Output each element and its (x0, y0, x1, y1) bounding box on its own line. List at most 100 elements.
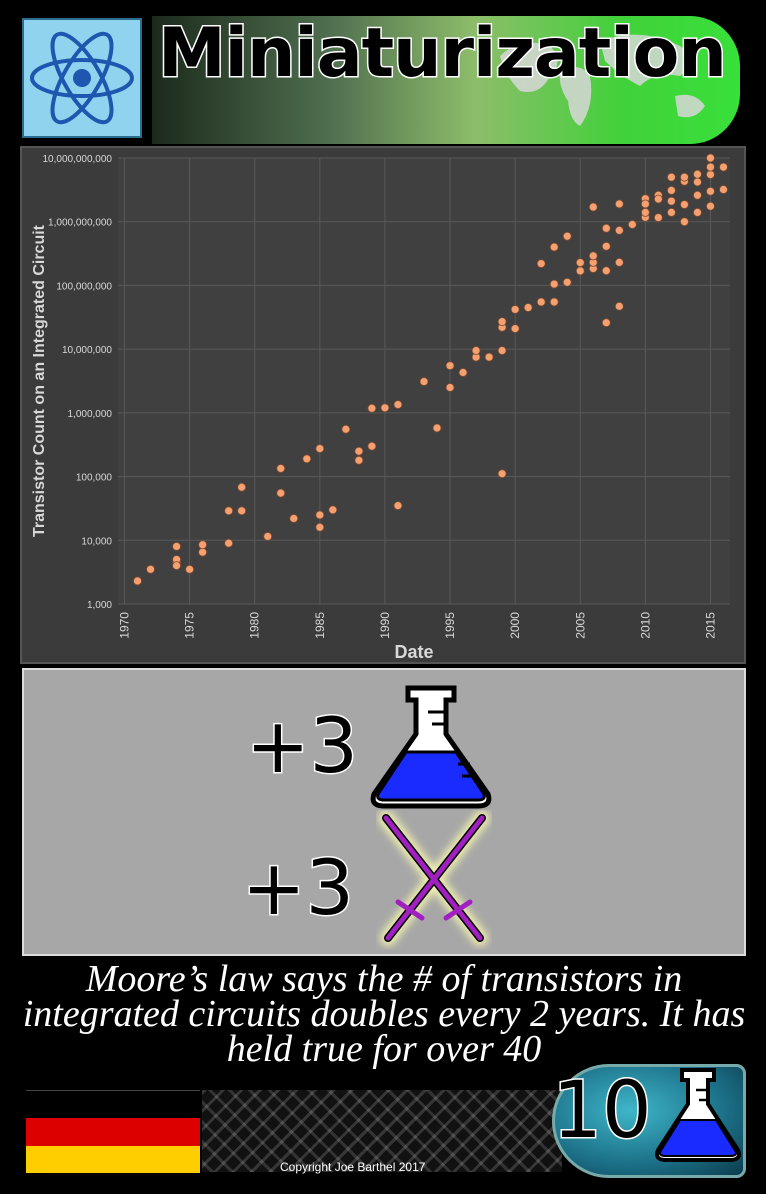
data-point (380, 403, 390, 413)
chart-canvas: 1,000 10,000 100,000 1,000,000 10,000,000 100… (31, 153, 730, 662)
data-point (172, 542, 181, 551)
data-point (315, 522, 325, 532)
x-tick-label: 1975 (183, 612, 197, 639)
data-point (276, 464, 286, 473)
flag-stripe-red (26, 1118, 200, 1146)
data-point (653, 194, 663, 204)
data-point (224, 538, 234, 548)
data-point (367, 403, 377, 413)
data-point (549, 297, 559, 307)
x-tick-label: 2015 (703, 612, 717, 639)
x-tick-label: 1985 (313, 612, 327, 639)
data-point (315, 444, 325, 453)
y-tick-label: 1,000,000,000 (48, 218, 112, 229)
data-point (667, 186, 676, 195)
world-map-icon (500, 34, 705, 126)
data-point (614, 301, 624, 311)
data-point (341, 424, 351, 434)
atom-icon (30, 31, 134, 125)
data-point (588, 202, 598, 212)
data-point (523, 303, 533, 312)
data-point (719, 162, 728, 172)
x-tick-label: 2000 (508, 612, 522, 639)
data-point (133, 576, 142, 586)
data-point (198, 547, 208, 557)
data-point (198, 540, 208, 550)
data-point (497, 346, 507, 355)
y-tick-label: 10,000 (81, 536, 112, 547)
data-point (693, 169, 702, 179)
data-point (706, 186, 715, 196)
data-point (224, 506, 234, 516)
cost-value: 10 (551, 1066, 653, 1156)
data-point (575, 266, 585, 276)
y-tick-label: 100,000,000 (56, 281, 112, 292)
data-point (601, 266, 611, 276)
x-tick-label: 1980 (248, 612, 262, 639)
flavor-text: Moore’s law says the # of transistors in… (22, 962, 746, 1070)
data-point (315, 510, 325, 520)
data-point (562, 277, 572, 287)
title-banner (152, 16, 740, 144)
data-point (627, 220, 637, 229)
data-point (354, 446, 364, 456)
data-point (549, 279, 559, 289)
cost-flask-icon (655, 1068, 741, 1162)
data-point (263, 532, 273, 541)
x-tick-label: 1990 (378, 612, 392, 639)
y-tick-label: 100,000 (76, 473, 113, 484)
data-point (367, 441, 377, 451)
data-point (575, 258, 585, 268)
data-point (146, 564, 155, 574)
data-point (601, 318, 611, 328)
data-point (614, 225, 624, 235)
data-point (680, 200, 689, 209)
data-point (510, 305, 520, 314)
x-tick-label: 1995 (443, 612, 457, 639)
x-tick-label: 2005 (573, 612, 587, 639)
y-tick-label: 1,000,000 (68, 409, 113, 420)
data-point (667, 196, 676, 206)
flag-stripe-gold (26, 1145, 200, 1173)
data-point (497, 317, 507, 327)
data-point (172, 561, 181, 571)
data-point (562, 231, 572, 241)
data-point (432, 423, 442, 433)
data-point (680, 172, 689, 182)
x-axis-title: Date (394, 642, 433, 662)
moores-law-chart: 1,000 10,000 100,000 1,000,000 10,000,000 100… (20, 146, 746, 664)
data-point (693, 177, 702, 187)
data-point (601, 223, 611, 233)
effects-panel: +3 +3 (22, 668, 746, 956)
data-point (653, 213, 663, 223)
data-point (667, 172, 676, 182)
data-point (185, 564, 195, 574)
data-point (419, 377, 429, 386)
data-point (393, 501, 403, 511)
data-point (536, 297, 546, 307)
data-point (706, 201, 715, 211)
data-point (680, 217, 689, 227)
data-point (693, 190, 702, 200)
data-point (237, 482, 247, 492)
data-point (458, 368, 468, 377)
data-point (706, 170, 715, 179)
data-point (693, 208, 702, 217)
card-title: Miniaturization (157, 13, 729, 95)
data-point (497, 469, 507, 479)
data-point (549, 242, 559, 252)
data-point (393, 400, 403, 409)
science-effect-amount: +3 (244, 701, 359, 790)
data-point (484, 352, 494, 362)
y-tick-label: 1,000 (87, 600, 112, 611)
data-point (510, 324, 520, 334)
data-point (354, 455, 364, 465)
x-tick-label: 2010 (638, 612, 652, 639)
flag-stripe-black (26, 1090, 200, 1119)
data-point (601, 241, 611, 251)
data-point (640, 199, 650, 209)
y-tick-label: 10,000,000,000 (42, 154, 112, 165)
data-point (445, 361, 455, 371)
era-badge (22, 18, 142, 138)
data-point (614, 257, 624, 267)
